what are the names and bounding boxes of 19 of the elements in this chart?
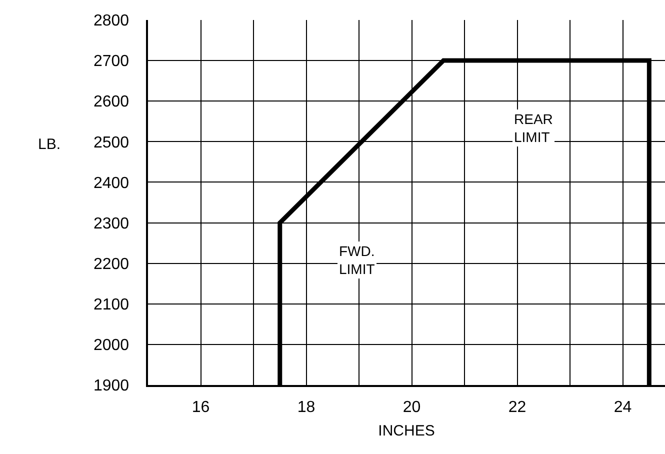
y-tick-label: 2400: [93, 174, 130, 192]
x-tick-label: 18: [297, 398, 316, 416]
y-axis-title: LB.: [38, 136, 61, 153]
annotation: FWD. LIMIT: [339, 243, 376, 278]
y-tick-label: 2700: [93, 53, 130, 70]
x-axis-title: INCHES: [378, 422, 435, 440]
annotation: REAR LIMIT: [514, 111, 553, 146]
x-tick-label: 24: [614, 398, 632, 416]
x-tick-label: 22: [508, 398, 526, 416]
y-tick-label: 2200: [93, 256, 130, 273]
y-tick-label: 2500: [93, 134, 130, 152]
x-tick-label: 16: [192, 398, 210, 416]
y-tick-label: 2300: [93, 215, 130, 232]
y-tick-label: 2100: [93, 296, 130, 314]
y-tick-label: 2600: [93, 94, 130, 111]
y-tick-label: 1900: [93, 378, 130, 395]
x-tick-label: 20: [402, 398, 421, 416]
y-tick-label: 2000: [93, 337, 130, 354]
y-tick-label: 2800: [93, 12, 130, 30]
